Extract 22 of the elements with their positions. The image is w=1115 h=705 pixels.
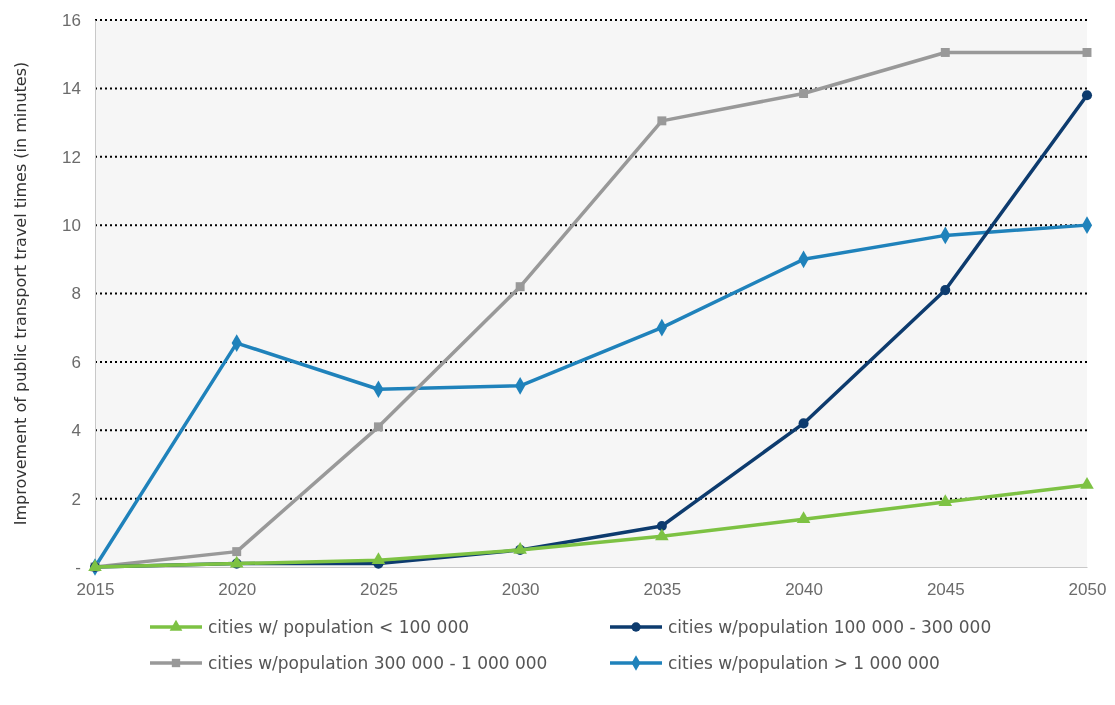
x-tick-label: 2025 xyxy=(360,580,398,600)
y-tick-label: 6 xyxy=(71,352,81,372)
y-tick-label: 10 xyxy=(62,216,81,236)
legend-label: cities w/population > 1 000 000 xyxy=(668,652,940,673)
y-tick-label: - xyxy=(75,557,81,577)
y-tick-label: 2 xyxy=(71,489,81,509)
legend-label: cities w/population 100 000 - 300 000 xyxy=(668,616,992,637)
x-tick-label: 2050 xyxy=(1068,580,1107,600)
x-tick-label: 2035 xyxy=(643,580,682,600)
legend-label: cities w/ population < 100 000 xyxy=(208,616,470,637)
x-tick-label: 2045 xyxy=(926,580,965,600)
x-tick-label: 2020 xyxy=(218,580,257,600)
y-tick-label: 14 xyxy=(62,79,81,99)
y-tick-label: 8 xyxy=(71,284,81,304)
y-axis-title: Improvement of public transport travel times (in minutes) xyxy=(11,61,30,526)
y-tick-label: 4 xyxy=(71,421,81,441)
x-tick-label: 2030 xyxy=(501,580,540,600)
x-tick-label: 2015 xyxy=(76,580,115,600)
legend-label: cities w/population 300 000 - 1 000 000 xyxy=(208,652,548,673)
x-tick-label: 2040 xyxy=(785,580,823,600)
y-tick-label: 16 xyxy=(62,10,81,30)
y-tick-label: 12 xyxy=(62,147,81,167)
